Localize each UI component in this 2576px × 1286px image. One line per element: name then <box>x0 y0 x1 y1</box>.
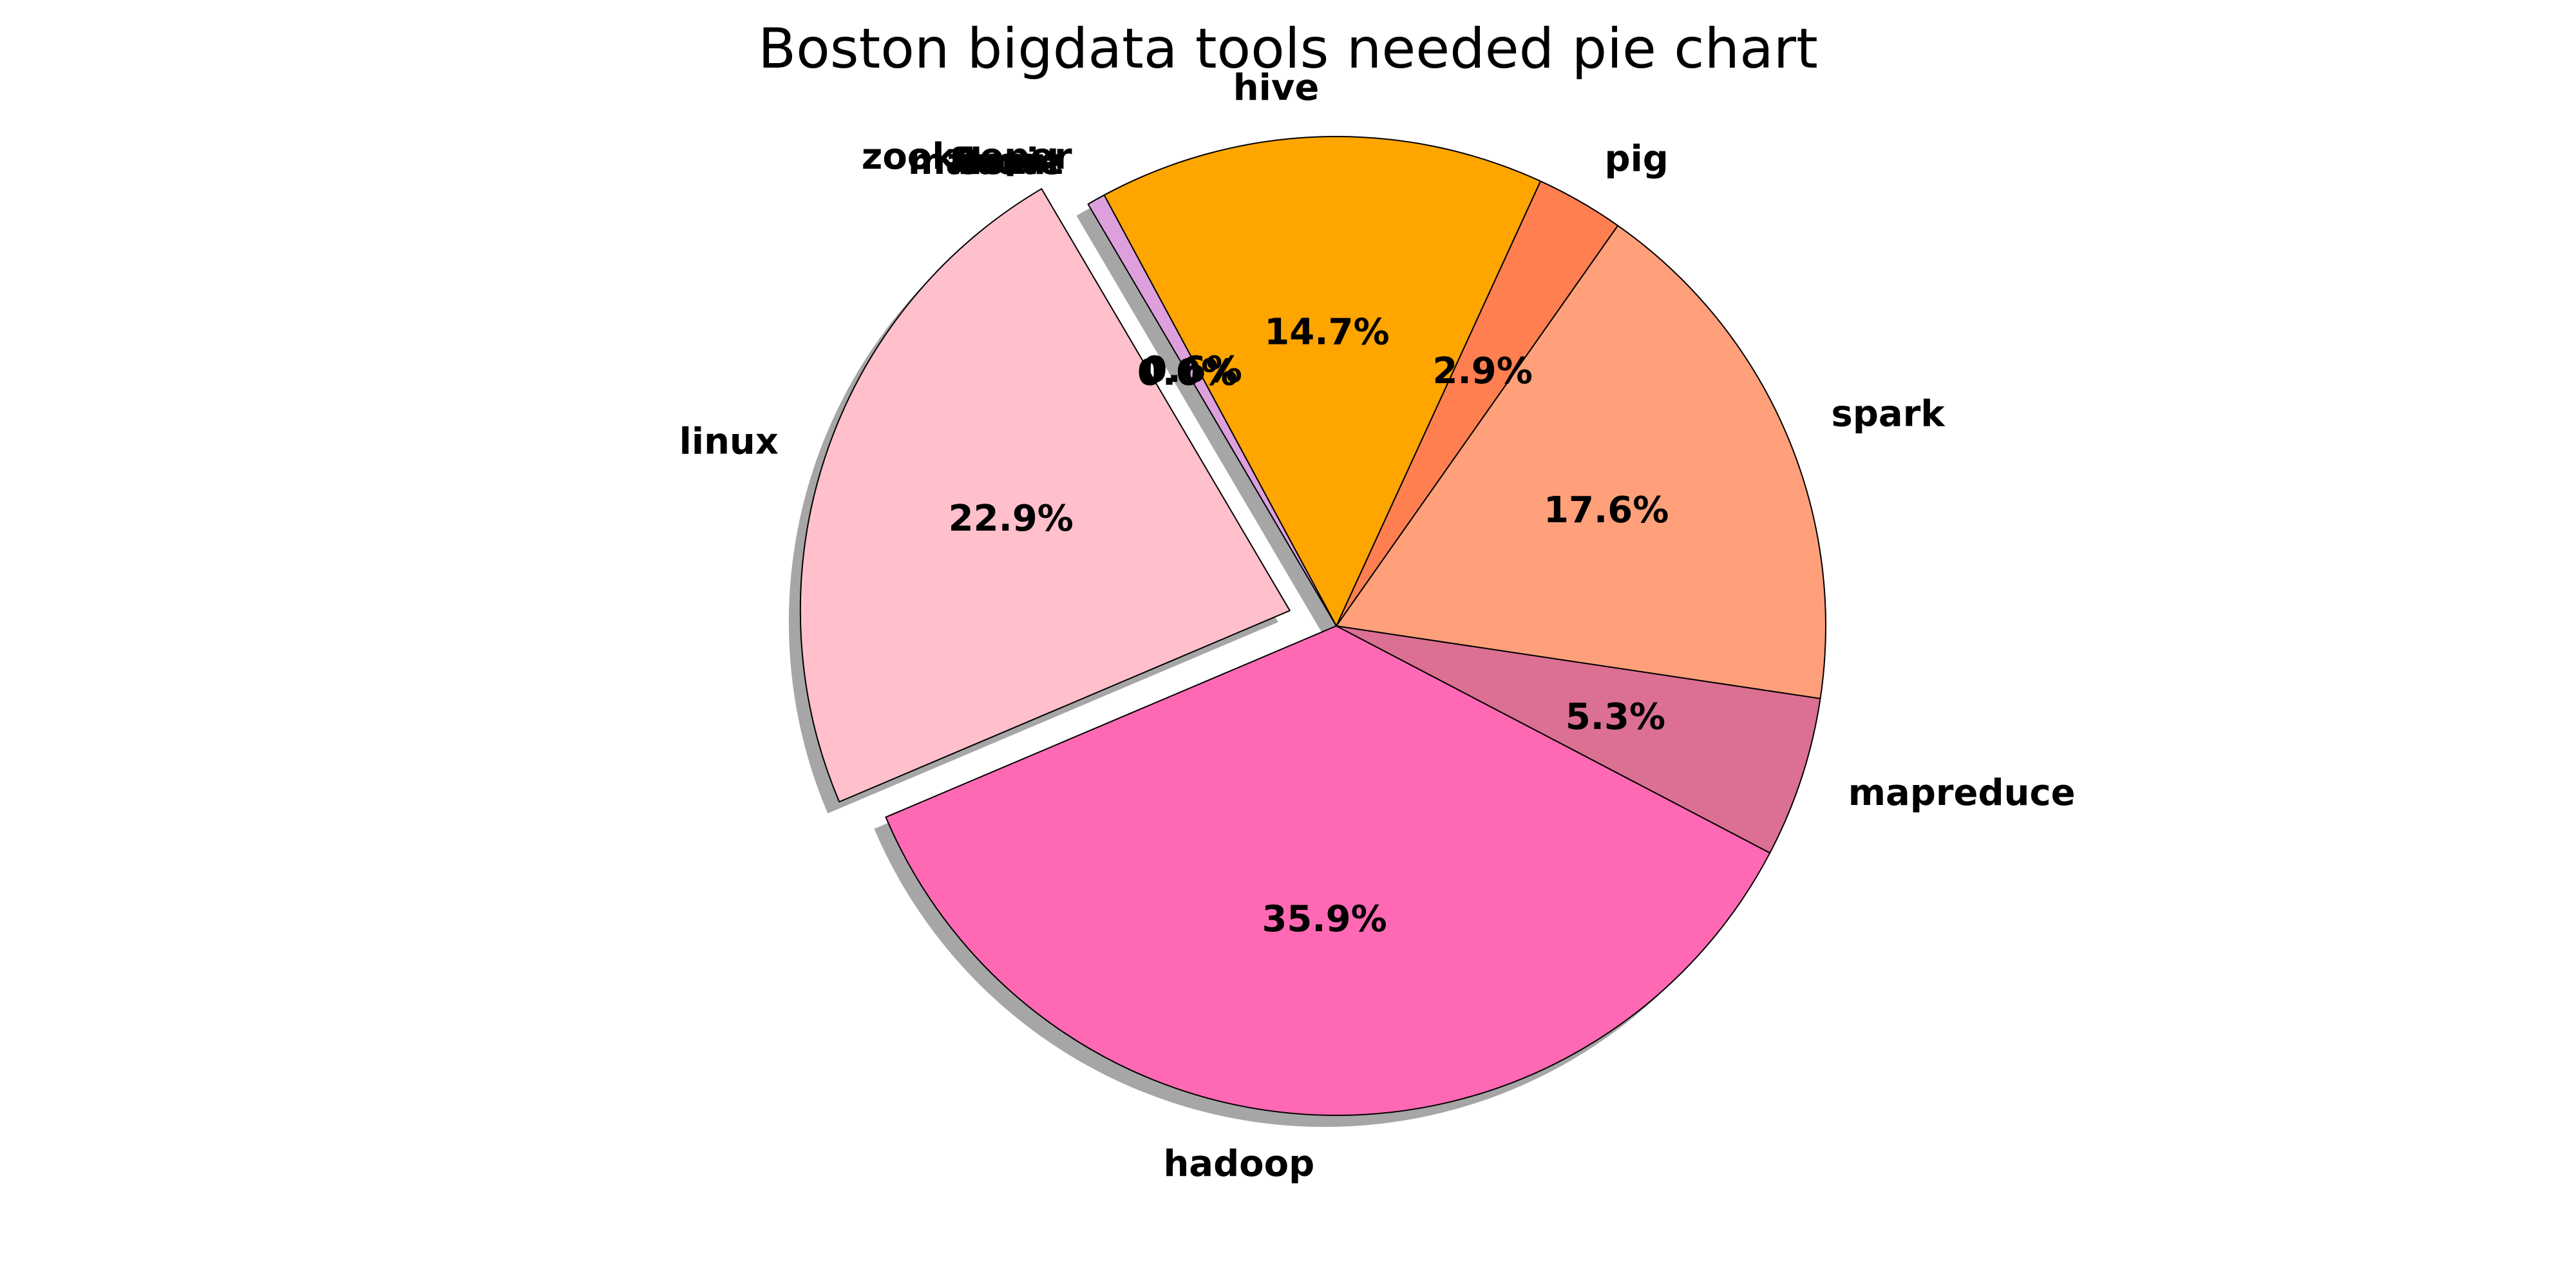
slice-label-zookeeper: zookeeper <box>862 136 1072 178</box>
chart-title: Boston bigdata tools needed pie chart <box>758 17 1818 81</box>
slice-shadow-zookeeper <box>1076 206 1325 638</box>
pie-slice-zookeeper <box>1087 194 1337 627</box>
slice-layer <box>799 136 1826 1116</box>
label-layer: hadoop 35.9% mapreduce 5.3% spark 17.6% pig 2.9… <box>679 67 2076 1185</box>
percent-label-pig: 2.9% <box>1433 350 1533 392</box>
percent-label-flume: 0.0% <box>1137 352 1237 394</box>
pie-slice-hive <box>1103 136 1542 627</box>
slice-label-mahout: mahout <box>908 141 1063 183</box>
percent-label-hive: 14.7% <box>1264 312 1389 354</box>
percent-label-oozie: 0.0% <box>1137 352 1237 394</box>
slice-label-pig: pig <box>1605 138 1669 180</box>
percent-label-mapreduce: 5.3% <box>1566 696 1665 738</box>
percent-label-hadoop: 35.9% <box>1262 898 1387 940</box>
percent-label-zookeeper: 0.6% <box>1142 349 1242 391</box>
slice-label-hive: hive <box>1233 67 1320 109</box>
slice-label-mapreduce: mapreduce <box>1848 772 2076 814</box>
pie-slice-spark <box>1336 225 1826 699</box>
pie-slice-mapreduce <box>1336 625 1821 854</box>
percent-label-spark: 17.6% <box>1544 489 1669 531</box>
slice-label-hadoop: hadoop <box>1163 1143 1314 1185</box>
percent-label-mahout: 0.0% <box>1137 352 1237 394</box>
pie-slice-linux <box>799 188 1291 803</box>
pie-slice-hadoop <box>885 625 1771 1116</box>
percent-label-linux: 22.9% <box>949 498 1074 540</box>
slice-label-oozie: oozie <box>956 141 1063 183</box>
slice-label-flume: flume <box>949 141 1063 183</box>
slice-label-spark: spark <box>1832 393 1946 435</box>
slice-label-linux: linux <box>679 421 779 463</box>
